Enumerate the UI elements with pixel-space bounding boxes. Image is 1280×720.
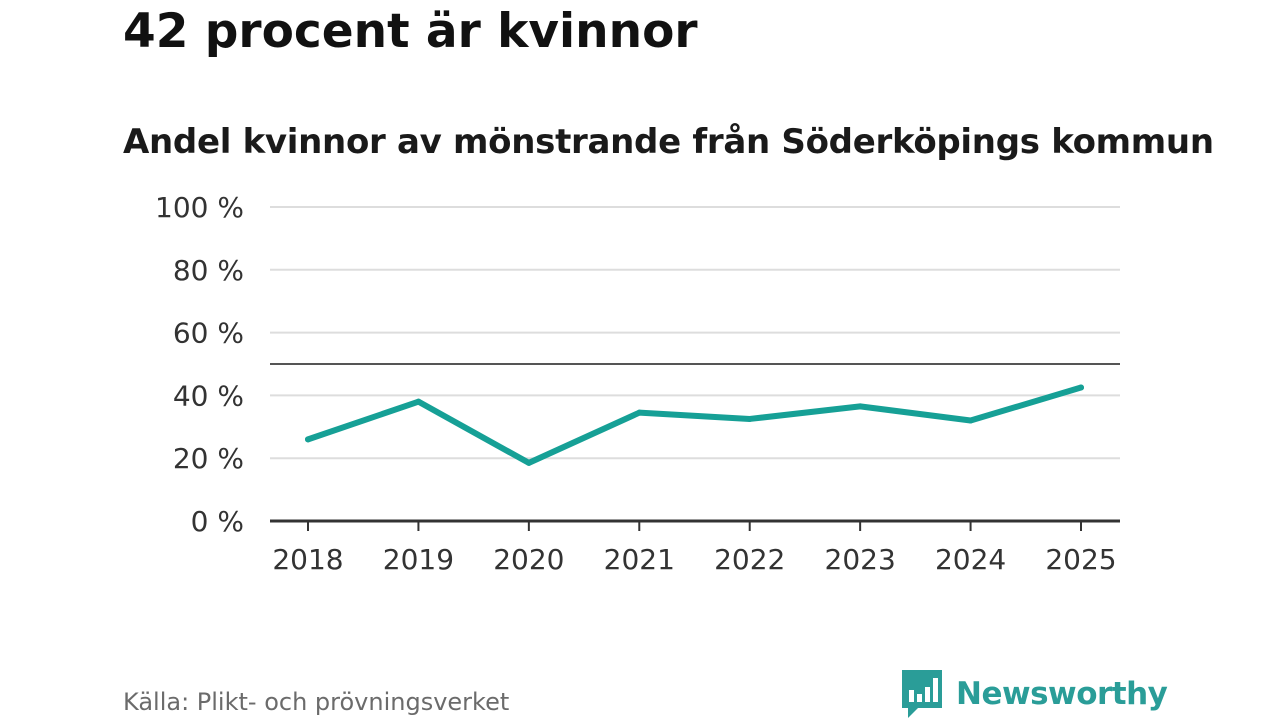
x-tick-label: 2020 bbox=[493, 543, 564, 576]
x-tick-label: 2022 bbox=[714, 543, 785, 576]
y-tick-label: 0 % bbox=[191, 505, 244, 538]
x-tick-label: 2018 bbox=[272, 543, 343, 576]
newsworthy-logo-icon bbox=[902, 670, 942, 718]
data-point bbox=[857, 403, 864, 410]
source-note: Källa: Plikt- och prövningsverket bbox=[123, 688, 510, 716]
data-point bbox=[636, 409, 643, 416]
x-tick-label: 2021 bbox=[604, 543, 675, 576]
headline: 42 procent är kvinnor bbox=[123, 4, 698, 59]
y-tick-label: 20 % bbox=[173, 442, 244, 475]
y-tick-label: 40 % bbox=[173, 379, 244, 412]
x-axis: 2018 2019 2020 2021 2022 2023 2024 2025 bbox=[270, 519, 1120, 576]
chart-title: Andel kvinnor av mönstrande från Söderkö… bbox=[123, 122, 1214, 162]
y-axis-tick-labels: 0 % 20 % 40 % 60 % 80 % 100 % bbox=[155, 191, 244, 538]
grid-lines bbox=[270, 206, 1120, 460]
x-tick-label: 2024 bbox=[935, 543, 1006, 576]
data-point bbox=[305, 436, 311, 443]
x-tick-label: 2019 bbox=[383, 543, 454, 576]
brand-logo: Newsworthy bbox=[902, 668, 1168, 720]
line-chart: 0 % 20 % 40 % 60 % 80 % 100 % 2018 2019 2020 202… bbox=[155, 191, 1120, 576]
data-point bbox=[746, 415, 753, 422]
data-point bbox=[967, 417, 974, 424]
brand-name: Newsworthy bbox=[956, 676, 1168, 712]
data-point bbox=[525, 459, 532, 466]
y-tick-label: 60 % bbox=[173, 317, 244, 350]
x-tick-label: 2023 bbox=[825, 543, 896, 576]
series-group bbox=[305, 384, 1084, 466]
x-tick-label: 2025 bbox=[1045, 543, 1116, 576]
data-point bbox=[1078, 384, 1084, 391]
data-point bbox=[415, 398, 422, 405]
y-tick-label: 100 % bbox=[155, 191, 244, 224]
series-line bbox=[305, 384, 1084, 466]
y-tick-label: 80 % bbox=[173, 254, 244, 287]
